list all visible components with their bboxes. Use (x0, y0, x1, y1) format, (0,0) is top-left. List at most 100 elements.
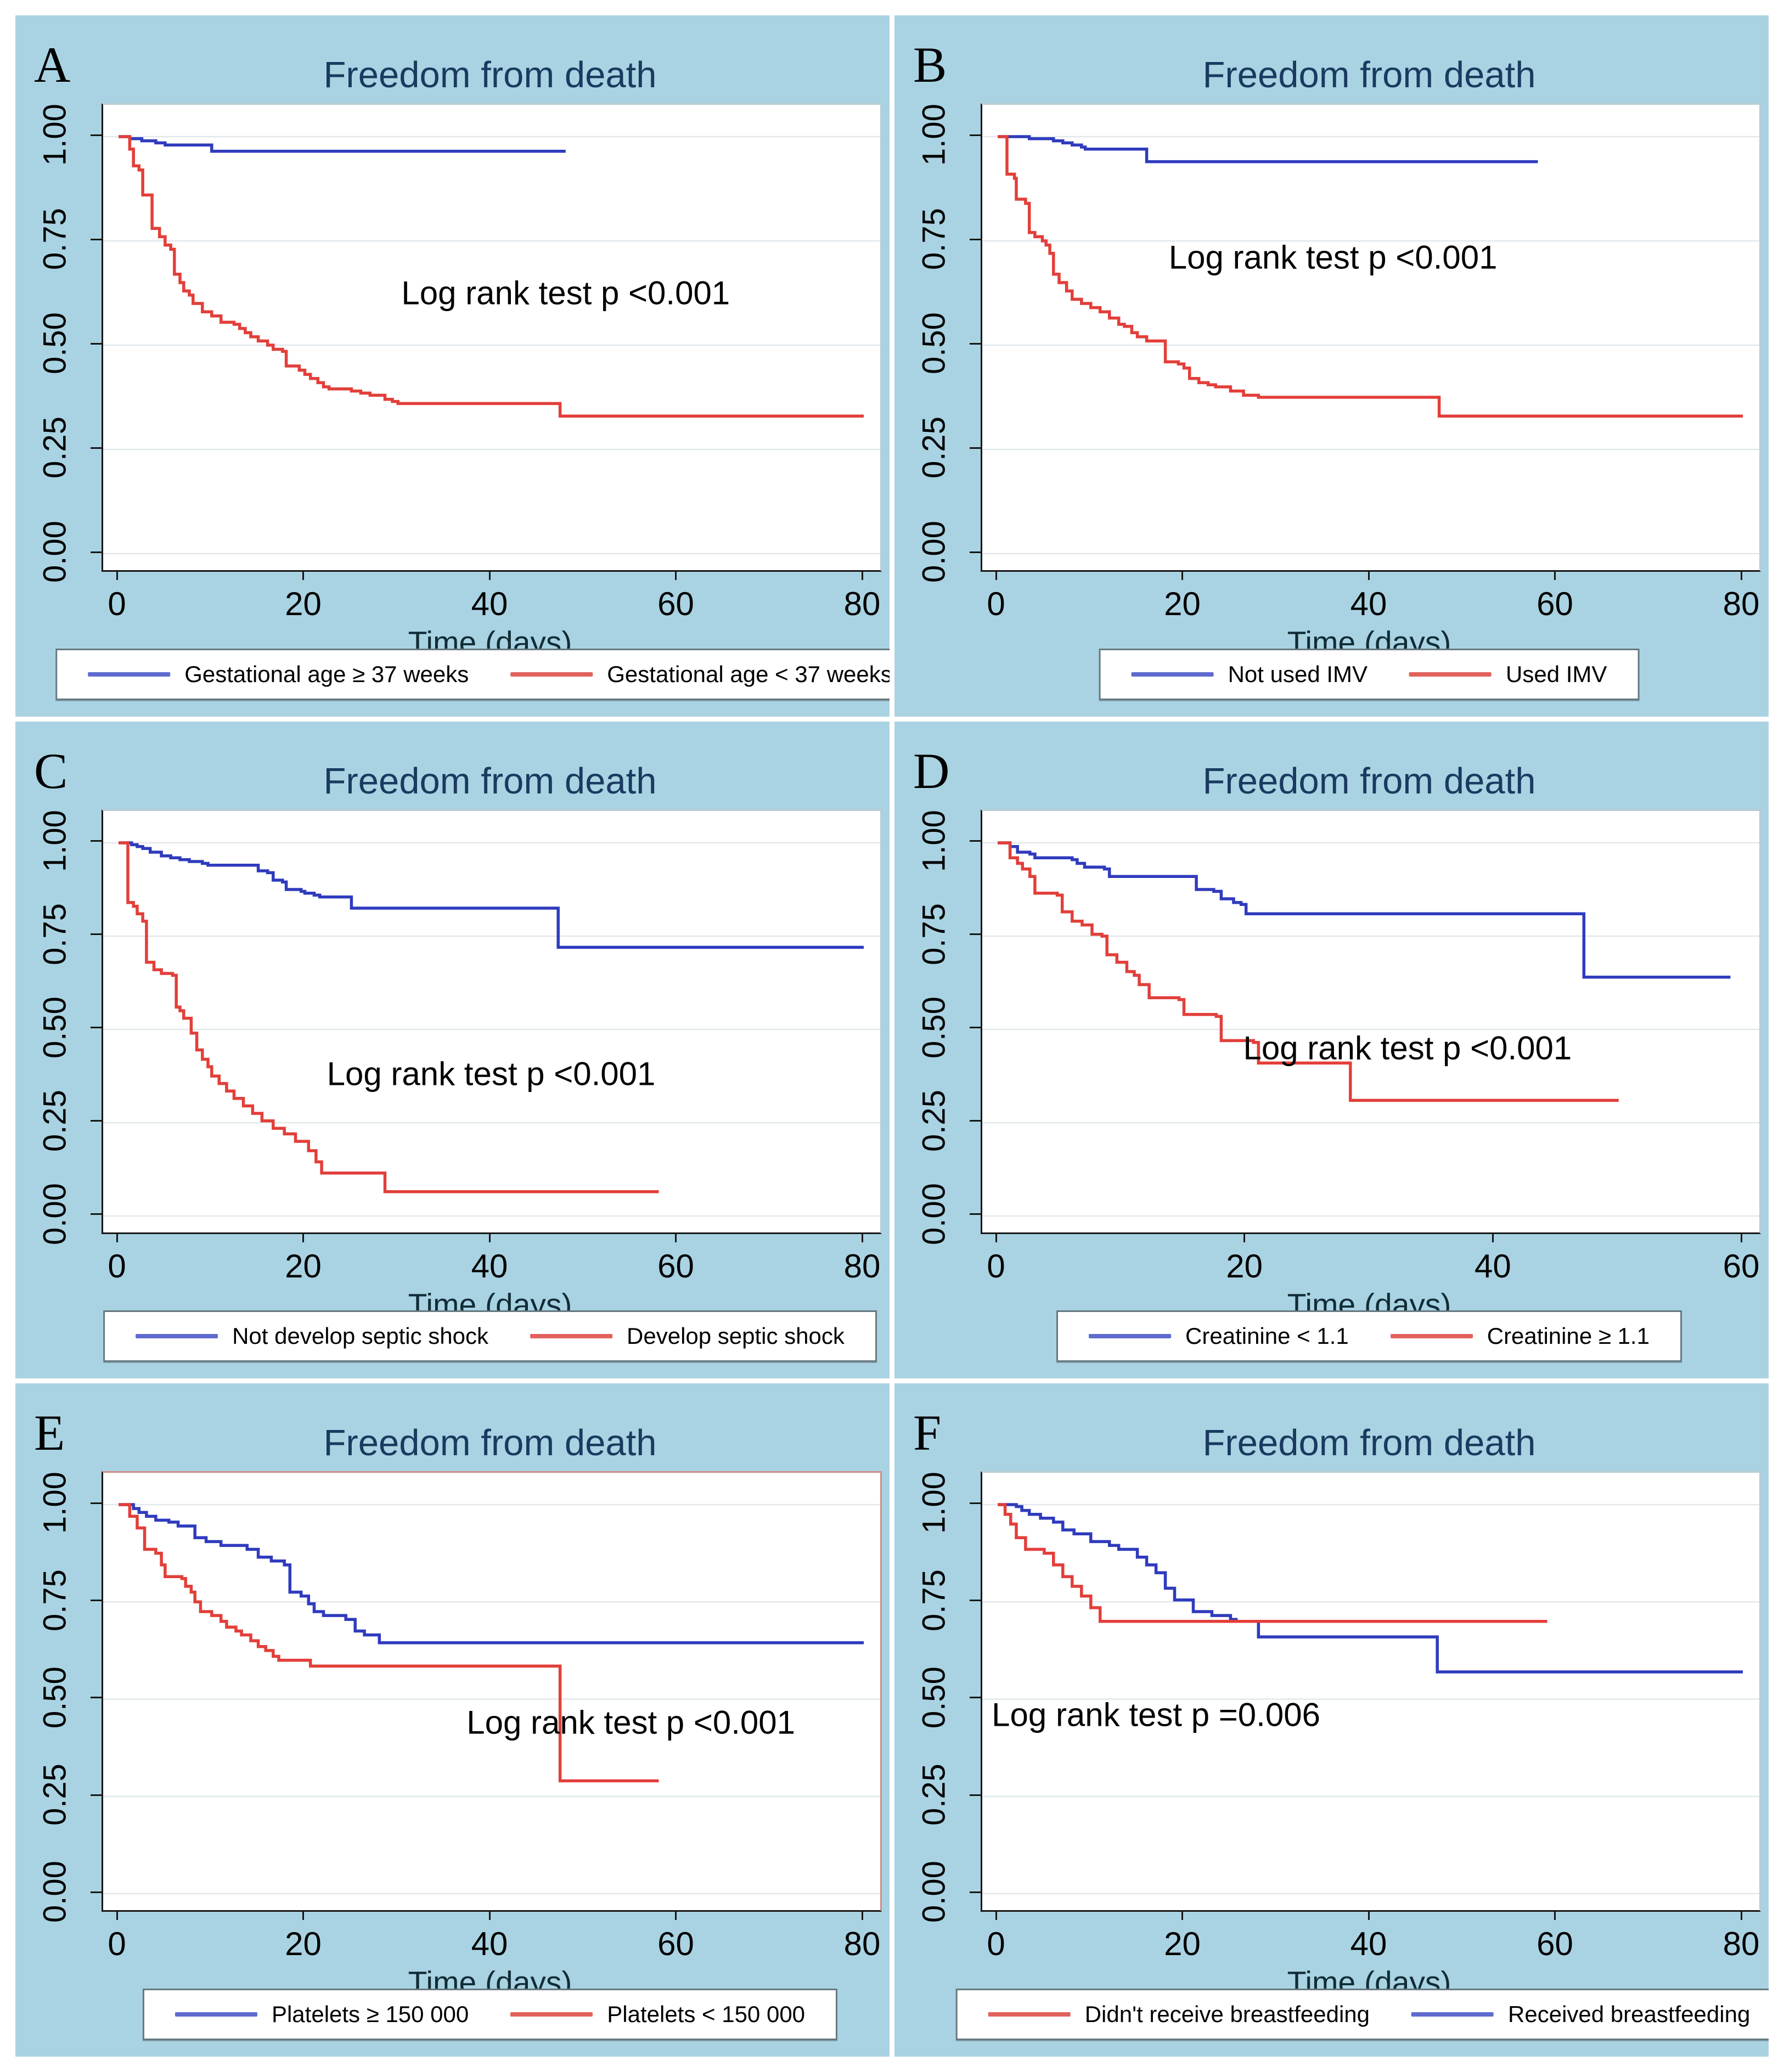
legend-item: Not used IMV (1131, 661, 1368, 688)
survival-curve-red (119, 1503, 659, 1783)
figure-grid: A Freedom from death Log rank test p <0.… (15, 15, 1769, 2057)
x-tick-mark (302, 570, 304, 580)
y-tick-label: 0.50 (37, 996, 73, 1059)
km-panel-a: A Freedom from death Log rank test p <0.… (15, 15, 890, 717)
survival-curve-red (119, 135, 864, 418)
legend-box: Gestational age ≥ 37 weeks Gestational a… (55, 648, 890, 700)
x-tick-mark (1554, 1910, 1556, 1921)
y-tick-mark (91, 551, 102, 553)
legend-label: Develop septic shock (627, 1323, 845, 1349)
legend-label: Gestational age < 37 weeks (607, 661, 890, 687)
y-tick-mark (91, 1027, 102, 1029)
survival-curve-blue (119, 1503, 864, 1645)
legend-label: Platelets < 150 000 (607, 2001, 806, 2027)
x-tick-label: 80 (843, 1247, 881, 1285)
x-tick-mark (861, 1910, 863, 1921)
x-tick-label: 20 (1164, 585, 1201, 622)
legend-line-swatch-blue (88, 672, 171, 677)
y-tick-mark (91, 342, 102, 345)
panel-letter: B (913, 37, 947, 93)
y-tick-label: 0.75 (37, 903, 73, 966)
x-tick-label: 20 (285, 1925, 322, 1963)
y-tick-label: 0.00 (916, 1861, 952, 1923)
x-tick-mark (1181, 570, 1183, 580)
survival-plot-svg (103, 1503, 880, 1895)
x-tick-mark (1740, 570, 1742, 580)
x-tick-mark (995, 1910, 997, 1921)
x-tick-mark (488, 570, 491, 580)
panel-title: Freedom from death (1202, 1422, 1536, 1464)
x-tick-label: 0 (987, 1247, 1005, 1285)
log-rank-annotation: Log rank test p <0.001 (1243, 1029, 1572, 1067)
legend-line-swatch-red (1409, 672, 1492, 677)
legend-box: Platelets ≥ 150 000 Platelets < 150 000 (142, 1988, 838, 2040)
legend-label: Received breastfeeding (1508, 2001, 1751, 2027)
y-tick-label: 0.50 (916, 996, 952, 1059)
x-tick-mark (116, 1910, 118, 1921)
log-rank-annotation: Log rank test p =0.006 (992, 1696, 1320, 1733)
y-tick-mark (970, 933, 981, 936)
x-tick-label: 80 (843, 585, 881, 622)
survival-curve-red (119, 841, 659, 1193)
x-tick-label: 60 (657, 1247, 694, 1285)
panel-letter: E (34, 1405, 65, 1461)
plot-area: Log rank test p <0.001 (102, 103, 882, 572)
log-rank-annotation: Log rank test p <0.001 (327, 1055, 656, 1093)
x-tick-label: 0 (987, 1925, 1005, 1963)
legend-item: Creatinine < 1.1 (1089, 1323, 1349, 1349)
x-tick-label: 60 (1723, 1247, 1760, 1285)
x-tick-label: 0 (108, 1925, 126, 1963)
legend-line-swatch-red (510, 2012, 593, 2017)
legend-label: Gestational age ≥ 37 weeks (184, 661, 469, 687)
survival-curve-red (998, 135, 1743, 418)
y-tick-mark (970, 1600, 981, 1602)
x-tick-mark (1740, 1910, 1742, 1921)
x-tick-mark (675, 570, 677, 580)
y-tick-mark (91, 840, 102, 842)
legend-item: Develop septic shock (530, 1323, 845, 1349)
legend-box: Not develop septic shock Develop septic … (103, 1310, 877, 1362)
km-panel-d: D Freedom from death Log rank test p <0.… (894, 721, 1769, 1379)
legend-line-swatch-blue (175, 2012, 257, 2017)
y-tick-mark (970, 238, 981, 240)
y-tick-label: 0.50 (916, 312, 952, 375)
y-tick-mark (91, 1891, 102, 1893)
x-tick-mark (302, 1910, 304, 1921)
x-tick-mark (1554, 570, 1556, 580)
log-rank-annotation: Log rank test p <0.001 (1168, 239, 1498, 276)
y-tick-label: 0.50 (916, 1666, 952, 1729)
y-tick-label: 0.50 (37, 312, 73, 375)
x-tick-label: 80 (843, 1925, 881, 1963)
x-tick-label: 40 (471, 1247, 508, 1285)
y-tick-label: 0.25 (916, 1764, 952, 1826)
x-tick-label: 60 (1537, 585, 1573, 622)
y-tick-mark (970, 342, 981, 345)
survival-curve-red (998, 1503, 1547, 1623)
y-tick-mark (970, 1697, 981, 1699)
x-tick-label: 80 (1723, 1925, 1760, 1963)
y-tick-mark (970, 134, 981, 136)
x-tick-mark (1367, 1910, 1370, 1921)
y-tick-label: 1.00 (37, 810, 73, 872)
survival-plot-svg (982, 135, 1759, 555)
panel-title: Freedom from death (1202, 54, 1536, 95)
x-tick-label: 20 (285, 585, 322, 622)
x-tick-label: 40 (1350, 585, 1387, 622)
y-tick-label: 0.75 (916, 903, 952, 966)
y-tick-label: 0.00 (37, 1183, 73, 1246)
y-tick-label: 1.00 (916, 104, 952, 166)
survival-plot-svg (103, 135, 880, 555)
legend-label: Not develop septic shock (232, 1323, 489, 1349)
y-tick-label: 1.00 (916, 1472, 952, 1534)
legend-item: Gestational age < 37 weeks (510, 661, 890, 688)
legend-line-swatch-red (530, 1334, 613, 1339)
x-tick-label: 60 (657, 585, 694, 622)
y-tick-mark (91, 1600, 102, 1602)
legend-item: Used IMV (1409, 661, 1607, 688)
legend-label: Not used IMV (1228, 661, 1368, 687)
y-tick-mark (91, 447, 102, 449)
y-tick-label: 0.75 (37, 1569, 73, 1632)
legend-label: Didn't receive breastfeeding (1084, 2001, 1370, 2027)
y-tick-mark (970, 1027, 981, 1029)
